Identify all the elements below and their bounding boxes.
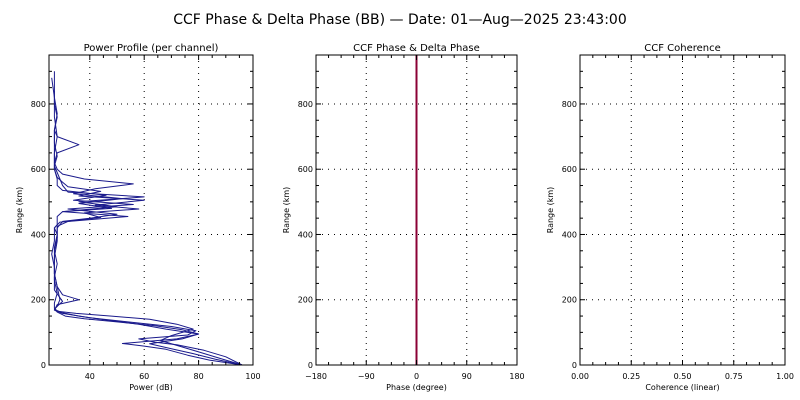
plot-frame	[579, 54, 786, 366]
x-tick-label: 180	[509, 372, 524, 381]
chart-panel-1: Power Profile (per channel) 40 60 80 100 0 200…	[15, 43, 261, 392]
series-line-4	[53, 130, 243, 366]
y-tick-label: 400	[31, 230, 46, 239]
panel-title: CCF Coherence	[644, 43, 721, 54]
y-tick-label: 0	[308, 361, 313, 370]
x-tick-label: 40	[85, 372, 95, 381]
chart-panel-3: CCF Coherence 0.00 0.25 0.50 0.75 1.00 0 200 400…	[546, 43, 794, 392]
x-tick-label: 0	[414, 372, 419, 381]
x-tick-label: 90	[462, 372, 472, 381]
y-tick-label: 800	[31, 100, 46, 109]
x-tick-label: 0.00	[571, 372, 589, 381]
y-axis-label: Range (km)	[282, 187, 291, 234]
x-tick-label: 60	[139, 372, 149, 381]
y-tick-label: 800	[298, 100, 313, 109]
y-tick-label: 400	[562, 230, 577, 239]
panel-title: Power Profile (per channel)	[84, 43, 219, 54]
series-line-1	[51, 71, 243, 366]
x-tick-label: 100	[245, 372, 260, 381]
y-tick-label: 400	[298, 230, 313, 239]
y-axis-label: Range (km)	[546, 187, 555, 234]
y-tick-label: 200	[31, 296, 46, 305]
panels: Power Profile (per channel) 40 60 80 100 0 200…	[15, 43, 794, 392]
plot-frame	[48, 54, 254, 366]
x-tick-label: 80	[194, 372, 204, 381]
y-tick-label: 600	[31, 165, 46, 174]
y-tick-label: 200	[562, 296, 577, 305]
y-tick-label: 600	[562, 165, 577, 174]
x-tick-label: 1.00	[776, 372, 794, 381]
x-tick-label: −180	[305, 372, 327, 381]
y-tick-label: 800	[562, 100, 577, 109]
y-tick-label: 600	[298, 165, 313, 174]
y-tick-label: 0	[572, 361, 577, 370]
x-tick-label: 0.75	[725, 372, 743, 381]
y-tick-label: 200	[298, 296, 313, 305]
chart-panel-2: CCF Phase & Delta Phase −180 −90 0 90 180 0 200…	[282, 43, 525, 392]
y-tick-label: 0	[41, 361, 46, 370]
figure-title: CCF Phase & Delta Phase (BB) — Date: 01—…	[173, 12, 627, 28]
panel-title: CCF Phase & Delta Phase	[353, 43, 480, 54]
series-line-3	[53, 90, 243, 366]
x-tick-label: 0.25	[622, 372, 640, 381]
x-axis-label: Coherence (linear)	[645, 383, 719, 392]
x-axis-label: Phase (degree)	[386, 383, 447, 392]
x-tick-label: 0.50	[674, 372, 692, 381]
x-tick-label: −90	[358, 372, 375, 381]
series-line-2	[51, 77, 243, 366]
x-axis-label: Power (dB)	[129, 383, 173, 392]
y-axis-label: Range (km)	[15, 187, 24, 234]
